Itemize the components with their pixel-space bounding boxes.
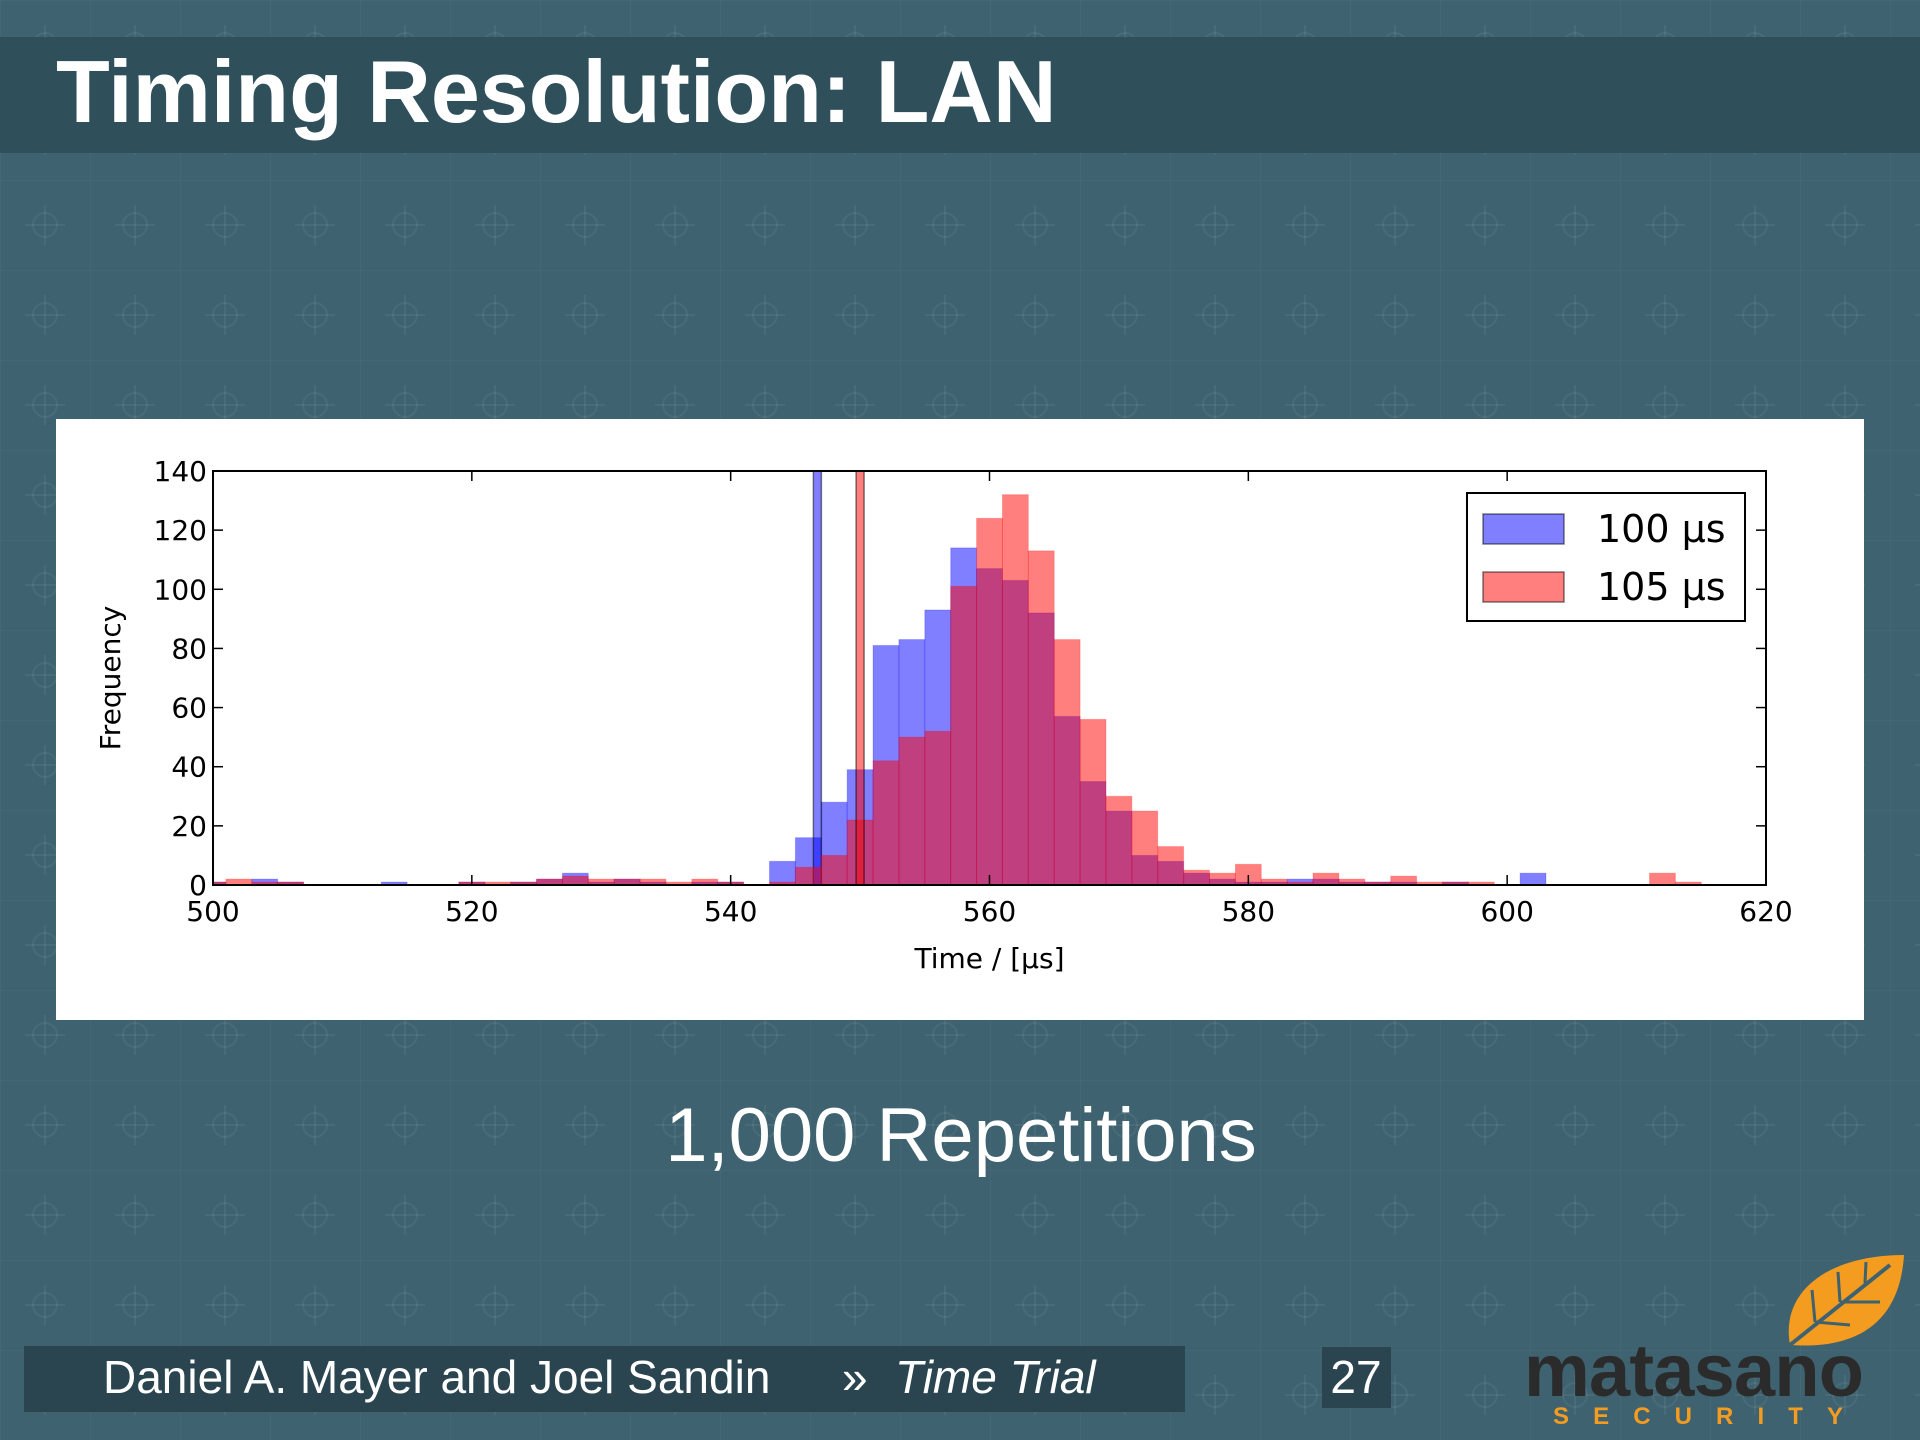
- plot-data: [213, 471, 1702, 885]
- slide-title: Timing Resolution: LAN: [56, 42, 1057, 141]
- histogram-bar: [950, 585, 978, 885]
- histogram-bar: [898, 736, 926, 885]
- footer-text: Daniel A. Mayer and Joel Sandin » Time T…: [103, 1351, 1097, 1403]
- histogram-bar: [1649, 872, 1676, 885]
- histogram-bar: [820, 854, 848, 885]
- legend-label: 105 µs: [1597, 565, 1726, 609]
- legend-swatch: [1482, 513, 1565, 545]
- histogram-bar: [1519, 872, 1547, 885]
- x-tick-label: 540: [704, 895, 757, 928]
- histogram-bar: [794, 866, 822, 885]
- histogram-bar: [976, 517, 1003, 885]
- footer-authors: Daniel A. Mayer and Joel Sandin: [103, 1351, 770, 1403]
- histogram-bar: [1131, 810, 1159, 885]
- histogram-bar: [1027, 550, 1055, 885]
- legend-label: 100 µs: [1597, 507, 1726, 551]
- y-tick-label: 140: [154, 455, 207, 488]
- page-number: 27: [1330, 1351, 1381, 1403]
- histogram-bar: [768, 860, 796, 885]
- histogram-bar: [1390, 875, 1418, 885]
- y-axis-label: Frequency: [94, 606, 127, 751]
- x-tick-label: 620: [1739, 895, 1792, 928]
- footer-bar: [24, 1346, 1185, 1412]
- subtitle: 1,000 Repetitions: [665, 1093, 1257, 1178]
- vertical-line: [855, 471, 865, 885]
- page-number-box: [1322, 1347, 1391, 1408]
- histogram-bar: [561, 875, 589, 885]
- histogram-bar: [1001, 494, 1029, 885]
- y-tick-label: 80: [171, 632, 207, 665]
- x-tick-label: 560: [963, 895, 1016, 928]
- legend-swatch: [1482, 571, 1565, 603]
- vertical-line: [812, 471, 823, 885]
- y-tick-label: 0: [189, 869, 207, 902]
- plot: 500 520 540 560 580 600 620 0 20 40 60 80 100 120 140 T…: [94, 455, 1793, 975]
- histogram-bar: [1105, 795, 1133, 885]
- y-tick-label: 120: [154, 514, 207, 547]
- logo-leaf: [1788, 1255, 1904, 1347]
- histogram-bar: [1209, 872, 1236, 885]
- x-tick-label: 600: [1480, 895, 1533, 928]
- y-tick-label: 20: [171, 810, 207, 843]
- histogram-bar: [872, 760, 900, 885]
- x-tick-label: 520: [445, 895, 498, 928]
- x-tick-label: 500: [186, 895, 239, 928]
- histogram-bar: [1157, 846, 1185, 885]
- y-tick-label: 40: [171, 751, 207, 784]
- logo-name: matasano: [1524, 1329, 1864, 1412]
- histogram-bar: [1053, 639, 1081, 885]
- x-axis-label: Time / [µs]: [913, 942, 1064, 975]
- histogram-bar: [924, 730, 952, 885]
- title-bar: [0, 37, 1920, 153]
- histogram-bar: [1183, 869, 1211, 885]
- y-tick-label: 60: [171, 692, 207, 725]
- footer-talk: Time Trial: [895, 1351, 1097, 1403]
- histogram-bar: [1079, 718, 1107, 885]
- footer-separator: »: [842, 1351, 868, 1403]
- y-tick-label: 100: [154, 573, 207, 606]
- histogram-bar: [1312, 872, 1340, 885]
- x-tick-label: 580: [1222, 895, 1275, 928]
